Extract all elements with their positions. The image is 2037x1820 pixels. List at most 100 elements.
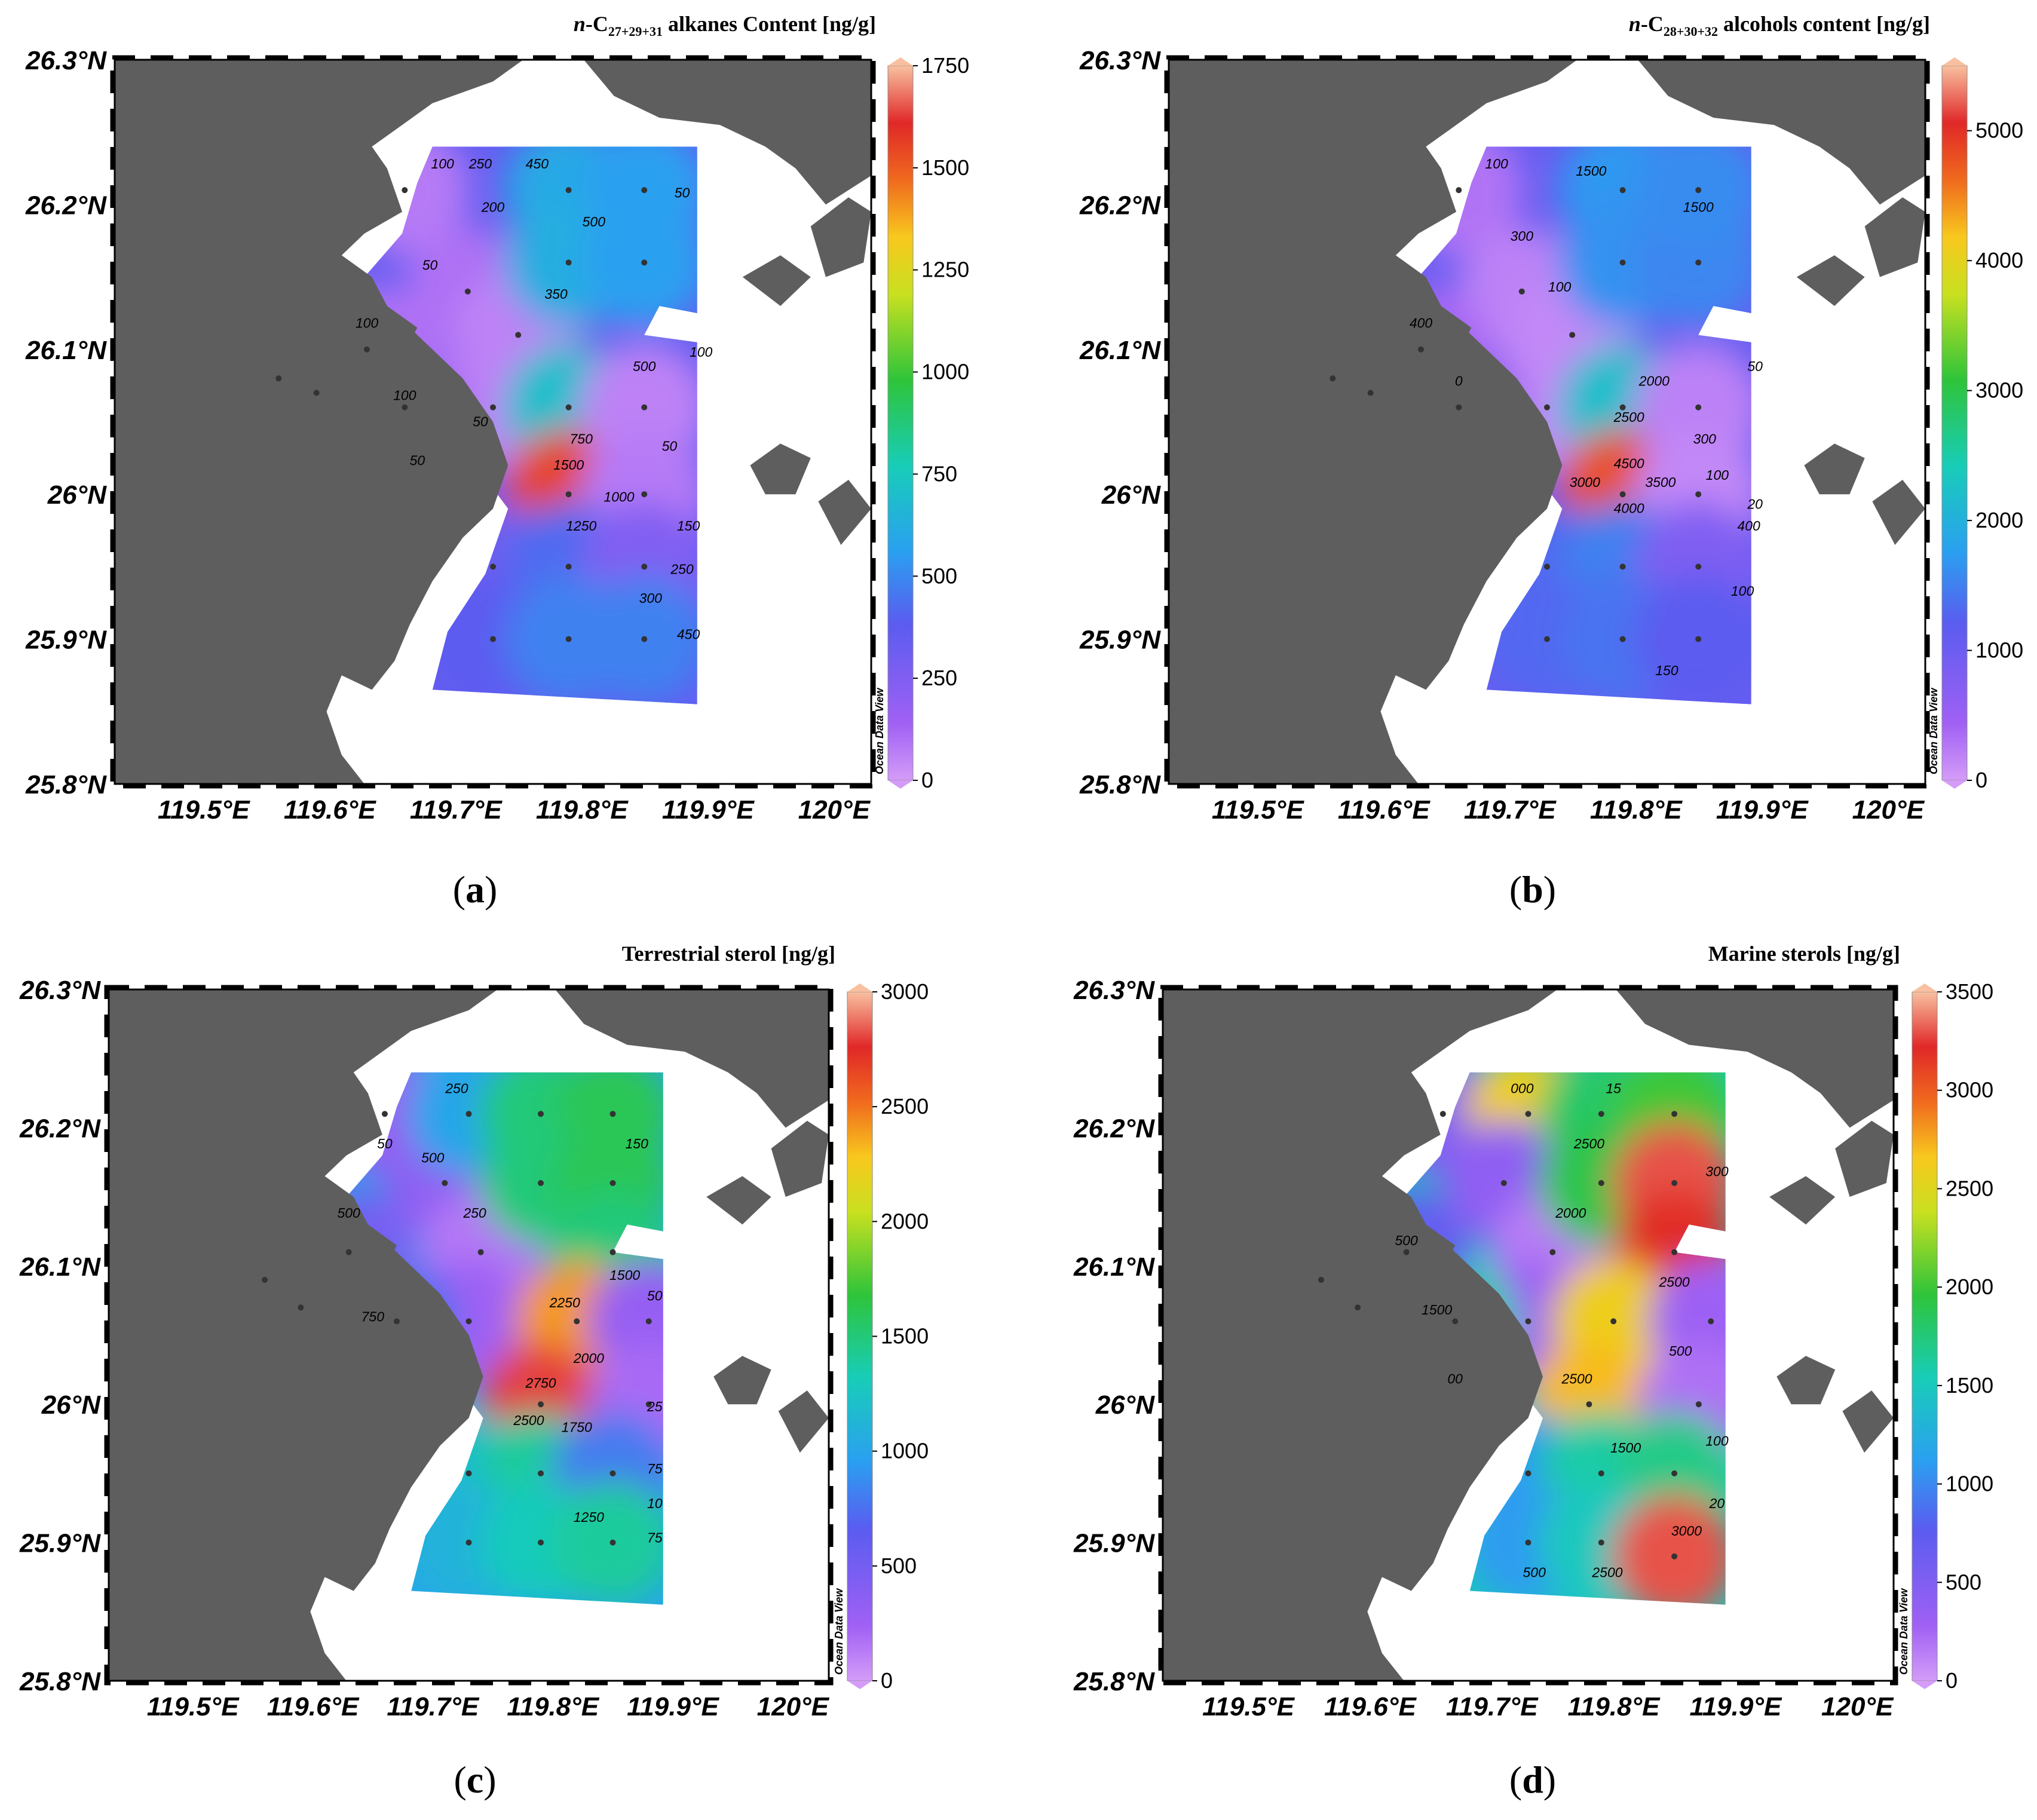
island (818, 480, 871, 545)
land-east (1637, 60, 1925, 205)
sampling-station (565, 563, 572, 570)
x-tick-label: 119.9°E (1690, 1692, 1782, 1721)
sampling-station (641, 259, 648, 266)
contour-label: 2500 (1561, 1371, 1592, 1386)
colorbar-tick-label: 250 (921, 666, 957, 690)
sampling-station (1671, 1553, 1678, 1559)
contour-label: 3000 (1671, 1523, 1702, 1539)
y-tick-label: 26.3°N (25, 46, 107, 75)
sublabel-paren-open: ( (1509, 868, 1522, 911)
sampling-station (565, 491, 572, 498)
sampling-station (1525, 1318, 1531, 1325)
sampling-station (1500, 1179, 1507, 1186)
island (706, 1176, 771, 1225)
x-tick-label: 119.5°E (147, 1692, 240, 1721)
sampling-station (345, 1249, 352, 1255)
contour-label: 15 (1606, 1081, 1621, 1096)
colorbar-gradient (887, 65, 914, 781)
sampling-station (645, 1318, 652, 1325)
sampling-station (609, 1470, 616, 1476)
contour-label: 150 (1655, 663, 1678, 678)
contour-label: 50 (647, 1288, 663, 1304)
ocean-data-view-watermark: Ocean Data View (874, 688, 886, 774)
colorbar-tick-label: 1000 (881, 1439, 929, 1463)
contour-label: 2500 (1659, 1274, 1690, 1290)
sampling-station (364, 346, 370, 353)
sampling-station (538, 1539, 544, 1546)
sampling-station (641, 636, 648, 642)
sampling-station (1598, 1470, 1604, 1476)
island (750, 443, 811, 495)
ocean-data-view-watermark: Ocean Data View (1898, 1588, 1910, 1675)
contour-label: 50 (1747, 359, 1763, 374)
contour-label: 100 (1548, 279, 1572, 295)
island (266, 306, 418, 393)
contour-label: 300 (1511, 228, 1534, 244)
y-tick-label: 26.2°N (1073, 1114, 1155, 1143)
title-italic-n: n (1629, 12, 1641, 36)
sampling-station (1598, 1539, 1604, 1546)
contour-label: 500 (583, 214, 606, 229)
x-tick-label: 119.7°E (410, 795, 503, 825)
ocean-data-view-watermark: Ocean Data View (833, 1588, 845, 1675)
sublabel-letter: a (465, 868, 485, 911)
contour-label: 50 (662, 438, 678, 454)
panel-sublabel: (a) (453, 868, 498, 911)
contour-label: 1000 (604, 489, 634, 504)
contour-label: 50 (473, 413, 488, 429)
colorbar-tick-label: 0 (1946, 1668, 1958, 1693)
y-tick-label: 26.1°N (19, 1252, 101, 1282)
panel-sublabel: (d) (1509, 1758, 1556, 1801)
contour-label: 200 (481, 200, 505, 215)
island (1864, 197, 1925, 277)
island (713, 1356, 771, 1405)
colorbar-tick-label: 2000 (1975, 508, 2023, 532)
contour-label: 450 (526, 156, 549, 171)
colorbar-top-arrow (1912, 983, 1937, 992)
island (778, 1390, 829, 1453)
sampling-station (1671, 1179, 1678, 1186)
contour-label: 75 (647, 1461, 663, 1476)
x-tick-label: 119.8°E (536, 795, 629, 825)
panel-sublabel: (b) (1509, 868, 1556, 911)
sampling-station (1439, 1111, 1446, 1117)
map-panel-a: 100 250 4502005005050350100500100100750150… (25, 12, 969, 911)
sampling-station (1671, 1470, 1678, 1476)
sampling-station (1695, 1401, 1702, 1408)
sampling-station (1549, 1249, 1556, 1255)
x-tick-label: 120°E (1821, 1692, 1894, 1721)
sublabel-paren-close: ) (485, 868, 497, 911)
map-frame (1168, 59, 1926, 785)
sampling-station (1619, 563, 1626, 570)
colorbar-bottom-arrow (1942, 780, 1967, 789)
panel-title: n-C27+29+31 alkanes Content [ng/g] (574, 12, 876, 39)
y-tick-label: 25.9°N (19, 1529, 101, 1558)
sublabel-paren-open: ( (1509, 1758, 1522, 1801)
colorbar-top-arrow (847, 983, 872, 992)
y-tick-label: 25.8°N (1073, 1667, 1155, 1696)
contour-label: 100 (1485, 156, 1508, 171)
sampling-station (1355, 1304, 1361, 1311)
island (655, 996, 700, 1031)
contour-label: 4000 (1614, 501, 1644, 516)
contour-label: 400 (1410, 315, 1433, 330)
title-subscript: 28+30+32 (1664, 24, 1718, 39)
title-italic-n: n (574, 12, 586, 36)
title-subscript: 27+29+31 (608, 24, 663, 39)
colorbar-bottom-arrow (888, 780, 913, 789)
y-tick-label: 26°N (47, 480, 108, 510)
sublabel-paren-close: ) (1543, 868, 1556, 911)
x-tick-label: 119.5°E (158, 795, 250, 825)
y-tick-label: 26.1°N (1073, 1252, 1155, 1282)
contour-label: 150 (625, 1136, 648, 1151)
land-east (555, 989, 829, 1128)
contour-label: 100 (690, 344, 713, 360)
sampling-station (1569, 332, 1576, 338)
contour-label: 2500 (513, 1413, 544, 1428)
sampling-station (641, 404, 648, 410)
x-tick-label: 119.8°E (507, 1692, 599, 1721)
sampling-station (442, 1179, 448, 1186)
contour-label: 400 (1737, 518, 1760, 534)
colorbar-top-arrow (888, 57, 913, 66)
